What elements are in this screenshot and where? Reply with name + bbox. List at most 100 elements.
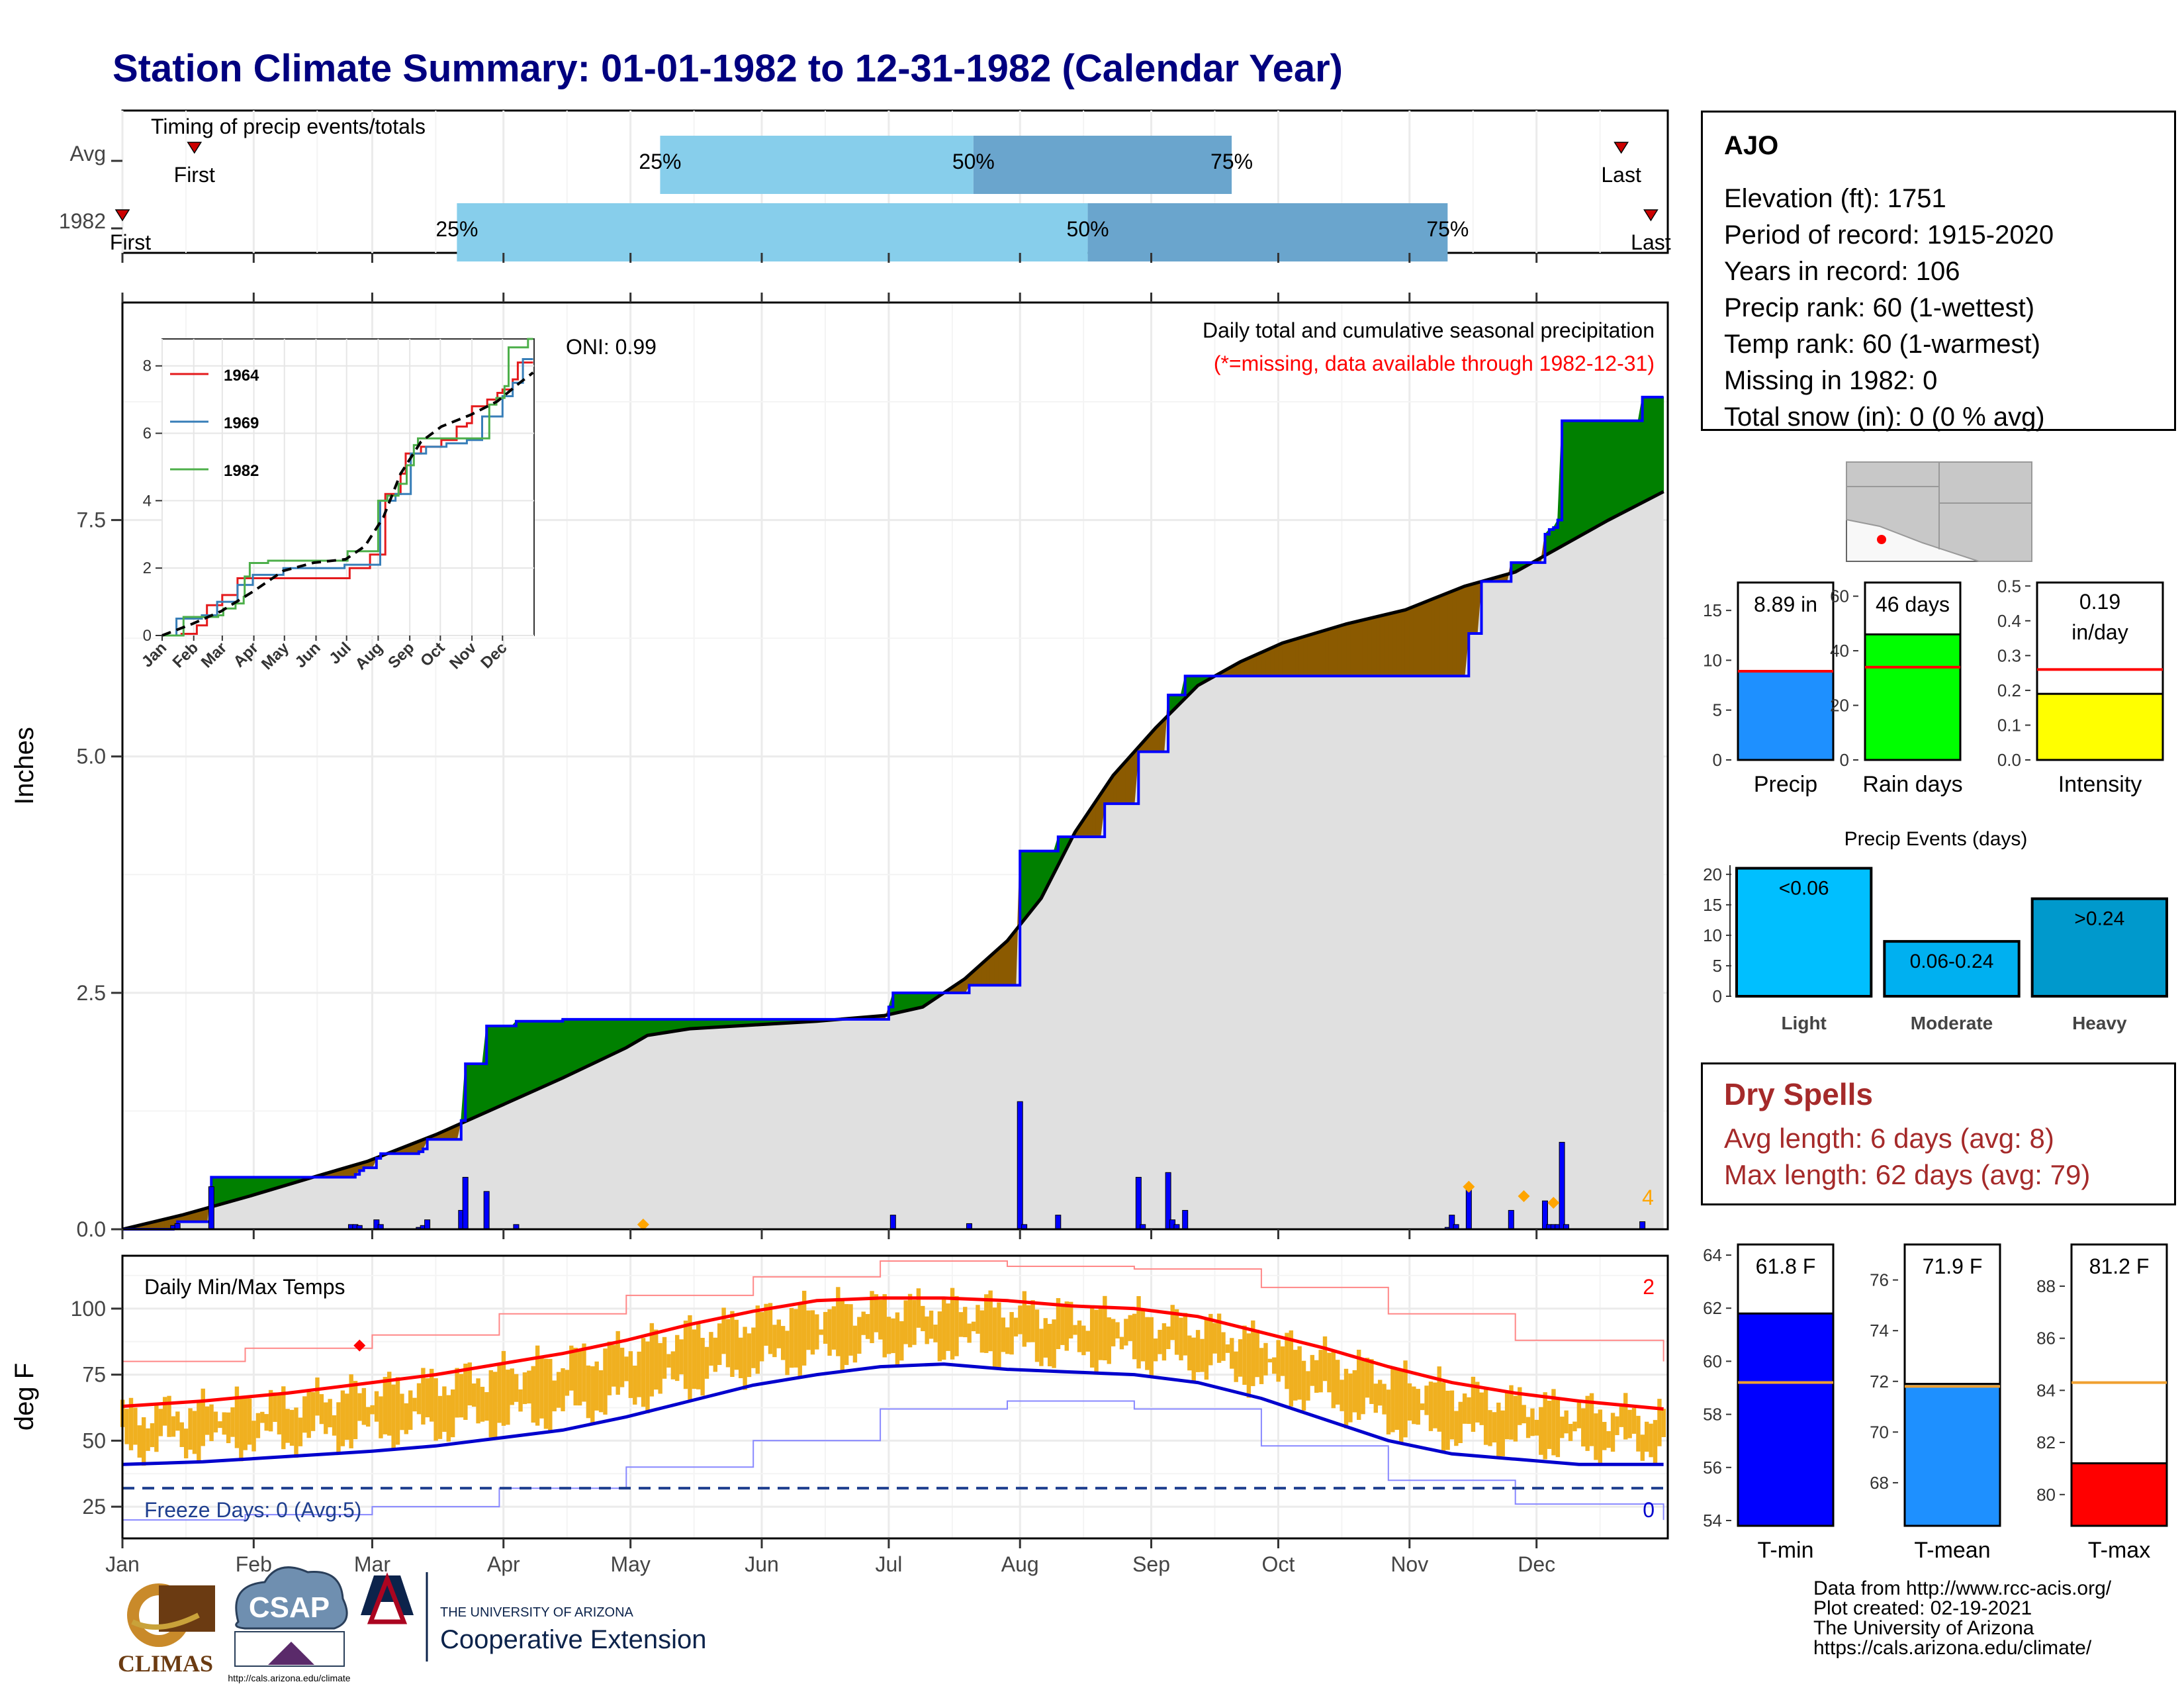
temp-y-tick-label: 75 <box>82 1363 106 1387</box>
daily-temp-bar <box>442 1386 447 1432</box>
below-avg-fill <box>1468 583 1474 634</box>
daily-temp-bar <box>1585 1395 1590 1451</box>
event-category-label: Light <box>1781 1013 1826 1033</box>
above-avg-fill <box>245 1176 250 1198</box>
station-precip-rank: Precip rank: 60 (1-wettest) <box>1724 293 2035 322</box>
daily-temp-bar <box>1034 1309 1040 1362</box>
timing-label-50: 50% <box>952 150 995 173</box>
summary-y-tick-label: 0.0 <box>1997 750 2021 770</box>
daily-temp-bar <box>137 1425 142 1458</box>
above-avg-fill <box>228 1176 233 1203</box>
below-avg-fill <box>1324 628 1330 677</box>
daily-temp-bar <box>704 1346 709 1379</box>
summary-y-tick-label: 80 <box>2036 1485 2056 1505</box>
daily-temp-bar <box>899 1321 904 1361</box>
ua-logo: THE UNIVERSITY OF ARIZONA Cooperative Ex… <box>361 1572 706 1662</box>
precip-summary-charts: 0 5 10 15 8.89 in Precip 0 20 40 60 46 days Rain da… <box>1703 576 2164 797</box>
daily-temp-bar <box>764 1303 768 1346</box>
event-category-label: Moderate <box>1911 1013 1993 1033</box>
daily-temp-bar <box>1089 1308 1095 1368</box>
daily-temp-bar <box>1496 1402 1501 1456</box>
inset-y-tick-label: 2 <box>143 559 152 577</box>
temp-y-label: deg F <box>10 1363 39 1430</box>
csap-logo: CSAP http://cals.arizona.edu/climate <box>228 1566 351 1683</box>
above-avg-fill <box>516 1021 521 1100</box>
daily-temp-bar <box>1170 1305 1175 1340</box>
below-avg-fill <box>1256 651 1262 677</box>
summary-y-tick-label: 56 <box>1703 1458 1722 1477</box>
daily-temp-bar <box>497 1363 502 1423</box>
daily-temp-bar <box>1158 1329 1162 1354</box>
below-avg-fill <box>1404 607 1410 677</box>
inset-legend: 1964 1969 1982 <box>170 367 259 480</box>
above-avg-fill <box>215 1176 220 1206</box>
daily-temp-bar <box>810 1310 815 1355</box>
daily-temp-bar <box>1043 1318 1048 1358</box>
below-avg-fill <box>1400 609 1406 677</box>
daily-temp-bar <box>1064 1301 1069 1351</box>
summary-y-tick-label: 20 <box>1830 696 1849 716</box>
legend-label-1969: 1969 <box>224 414 259 432</box>
daily-temp-bar <box>958 1312 964 1337</box>
daily-temp-bar <box>1492 1412 1497 1443</box>
daily-temp-bar <box>641 1338 646 1407</box>
daily-temp-bar <box>603 1348 608 1415</box>
above-avg-fill <box>1578 420 1584 538</box>
daily-temp-bar <box>158 1409 163 1436</box>
daily-temp-bar <box>492 1372 498 1438</box>
daily-temp-bar <box>310 1391 316 1431</box>
cumulative-1982-line <box>122 395 1664 1231</box>
daily-temp-bar <box>1623 1393 1628 1440</box>
above-avg-fill <box>507 1025 513 1103</box>
daily-temp-bar <box>543 1358 549 1429</box>
below-avg-fill <box>1298 636 1304 677</box>
daily-temp-bar <box>128 1397 134 1450</box>
daily-temp-bar <box>1149 1317 1154 1378</box>
daily-temp-bar <box>709 1332 713 1366</box>
daily-precip-bar <box>1182 1209 1189 1230</box>
daily-precip-bar <box>1135 1176 1142 1230</box>
daily-temp-bar <box>1445 1390 1450 1450</box>
daily-temp-bar <box>933 1325 938 1342</box>
daily-temp-bar <box>1416 1389 1420 1425</box>
summary-y-tick-label: 76 <box>1870 1270 1889 1290</box>
daily-temp-bar <box>565 1370 570 1396</box>
daily-temp-bar <box>1377 1380 1383 1406</box>
daily-temp-bar <box>1267 1358 1273 1363</box>
daily-temp-bar <box>1318 1350 1323 1393</box>
daily-temp-bar <box>539 1357 544 1419</box>
daily-temp-bar <box>1479 1392 1484 1425</box>
daily-temp-bar <box>197 1401 201 1462</box>
summary-y-tick-label: 84 <box>2036 1380 2056 1400</box>
summary-bar-precip <box>1737 670 1835 761</box>
daily-temp-bar <box>1386 1389 1391 1434</box>
below-avg-fill <box>1341 624 1347 677</box>
dry-spells-box: Dry Spells Avg length: 6 days (avg: 8) M… <box>1701 1062 2176 1205</box>
daily-temp-bar <box>916 1288 921 1328</box>
daily-temp-bar <box>1115 1322 1120 1338</box>
daily-temp-bar <box>619 1347 625 1387</box>
daily-temp-bar <box>857 1317 862 1354</box>
below-avg-fill <box>1316 631 1321 677</box>
daily-temp-bar <box>463 1364 468 1420</box>
daily-temp-bar <box>1661 1409 1666 1438</box>
temp-y-tick-label: 25 <box>82 1495 106 1519</box>
daily-temp-bar <box>1285 1333 1289 1389</box>
daily-temp-bar <box>976 1305 980 1334</box>
daily-temp-bar <box>383 1377 388 1434</box>
precip-y-tick-label: 0.0 <box>77 1217 106 1241</box>
daily-temp-bar <box>688 1315 692 1400</box>
summary-y-tick-label: 62 <box>1703 1298 1722 1318</box>
daily-temp-bar <box>785 1331 790 1376</box>
timing-label-75: 75% <box>1210 150 1253 173</box>
daily-temp-bar <box>1132 1313 1137 1360</box>
above-avg-fill <box>549 1021 555 1084</box>
station-name: AJO <box>1724 131 1779 160</box>
daily-temp-bar <box>1246 1333 1251 1398</box>
below-avg-fill <box>1130 751 1135 804</box>
daily-temp-bar <box>366 1407 371 1427</box>
temp-missing-count: 2 <box>1643 1275 1655 1299</box>
daily-temp-bar <box>230 1407 235 1437</box>
inset-series <box>161 338 534 637</box>
daily-temp-bar <box>797 1302 802 1378</box>
